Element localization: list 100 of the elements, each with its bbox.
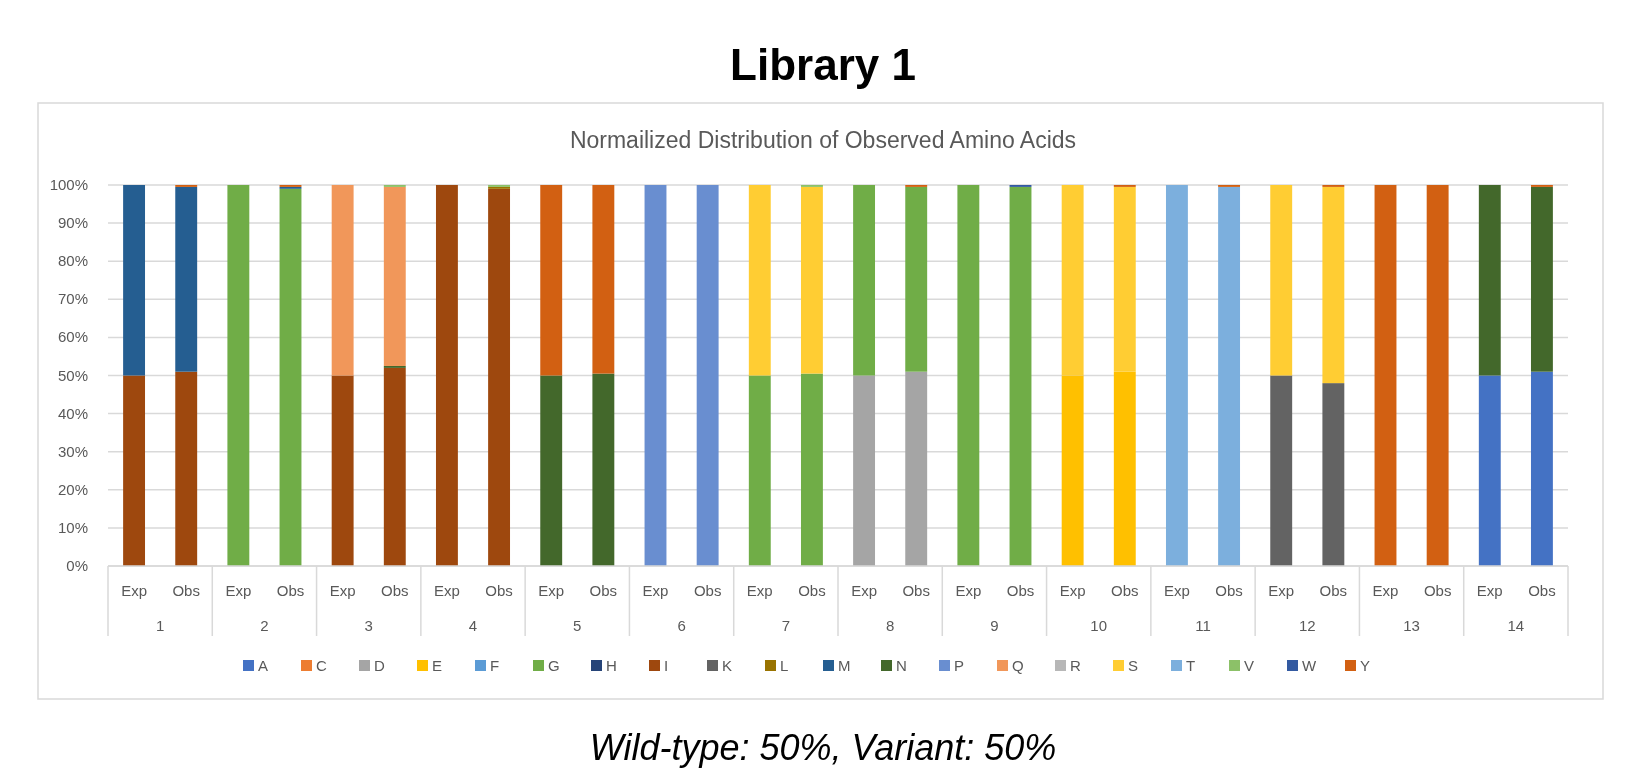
bar: [696, 185, 719, 566]
bar: [1165, 185, 1188, 566]
x-tick-label: Obs: [693, 582, 722, 599]
bar: [1322, 383, 1345, 566]
text: 11: [1195, 617, 1211, 634]
x-tick-label: Exp: [746, 582, 773, 599]
y-tick-label: 0%: [66, 557, 88, 574]
legend-label: L: [780, 657, 789, 674]
text: 6: [677, 617, 686, 634]
text: 8: [885, 617, 895, 634]
bar: [1530, 371, 1553, 566]
legend-label: A: [258, 657, 269, 674]
text: 4: [468, 617, 478, 634]
y-tick-label: 100%: [49, 176, 88, 193]
y-tick-label: 30%: [57, 442, 88, 460]
bar: [123, 375, 146, 566]
legend-label: C: [316, 657, 327, 674]
legend-label: F: [490, 657, 500, 674]
y-tick-label: 20%: [57, 480, 88, 498]
y-tick-label: 40%: [57, 404, 88, 422]
bar: [1061, 185, 1084, 376]
text: 9: [990, 617, 999, 634]
x-tick-label: Obs: [381, 582, 409, 599]
bar: [227, 185, 250, 566]
bar: [383, 186, 406, 366]
text: 10: [1090, 617, 1108, 634]
bar: [175, 371, 198, 566]
x-tick-label: Exp: [329, 582, 356, 599]
bar: [748, 375, 771, 566]
legend-label: D: [374, 657, 385, 674]
chart-subtitle: Normailized Distribution of Observed Amino Acids: [569, 127, 1077, 153]
y-tick-label: 90%: [57, 214, 88, 232]
text: 7: [781, 617, 791, 634]
x-tick-label: Exp: [1164, 582, 1190, 599]
legend-label: Y: [1360, 657, 1371, 674]
bar: [540, 375, 563, 566]
x-tick-label: Obs: [1423, 582, 1452, 599]
x-tick-label: Exp: [1476, 582, 1503, 599]
x-tick-label: Obs: [798, 582, 826, 599]
bar: [1009, 186, 1032, 566]
text: 2: [260, 617, 269, 634]
x-tick-label: Obs: [276, 582, 305, 599]
text: 1: [155, 617, 165, 634]
x-tick-label: Obs: [1528, 582, 1556, 599]
x-tick-label: Exp: [955, 582, 982, 599]
bar: [540, 185, 563, 376]
bar: [1426, 185, 1449, 566]
bar: [1530, 186, 1553, 372]
y-tick-label: 50%: [57, 366, 88, 384]
bar: [800, 186, 823, 374]
y-tick-label: 60%: [57, 328, 88, 346]
legend-label: P: [954, 657, 965, 674]
bar: [957, 185, 980, 566]
bar: [1113, 186, 1136, 372]
bar: [1478, 185, 1501, 376]
bar: [1270, 185, 1293, 376]
text: 13: [1403, 617, 1420, 634]
bar: [592, 373, 615, 566]
legend-label: R: [1070, 657, 1081, 674]
x-tick-label: Obs: [1215, 582, 1243, 599]
text: 3: [364, 617, 373, 634]
bar: [905, 371, 928, 566]
y-tick-label: 70%: [57, 290, 88, 308]
bar: [748, 185, 771, 376]
y-tick-label: 10%: [57, 518, 88, 536]
legend-label: K: [722, 657, 733, 674]
text: 14: [1507, 617, 1525, 634]
bar: [279, 188, 302, 566]
x-tick-label: Obs: [1319, 582, 1348, 599]
bar: [853, 185, 876, 376]
x-tick-label: Obs: [1006, 582, 1035, 599]
text: Wild-type: 50%, Variant: 50%: [589, 727, 1057, 768]
legend-label: S: [1128, 657, 1139, 674]
bar: [644, 185, 667, 566]
x-tick-label: Exp: [1059, 582, 1086, 599]
bar: [800, 373, 823, 566]
x-tick-label: Obs: [902, 582, 930, 599]
bar: [853, 375, 876, 566]
x-tick-label: Exp: [1268, 582, 1295, 599]
legend-label: T: [1186, 657, 1196, 674]
bar: [331, 185, 354, 376]
bar: [435, 185, 458, 566]
bar: [175, 186, 198, 372]
bar: [1218, 186, 1241, 566]
legend-label: N: [896, 657, 907, 674]
bar: [1322, 186, 1345, 384]
x-tick-label: Exp: [225, 582, 252, 599]
bar: [331, 375, 354, 566]
legend-label: H: [606, 657, 617, 674]
chart-title: Library 1: [730, 40, 916, 89]
bar: [123, 185, 146, 376]
x-tick-label: Exp: [538, 582, 565, 599]
bar: [592, 185, 615, 374]
legend-label: I: [664, 657, 669, 674]
x-tick-label: Exp: [1372, 582, 1399, 599]
legend-label: M: [838, 657, 851, 674]
legend-label: Q: [1012, 657, 1024, 674]
text: 5: [573, 617, 582, 634]
legend-label: G: [548, 657, 560, 674]
x-tick-label: Exp: [121, 582, 147, 599]
